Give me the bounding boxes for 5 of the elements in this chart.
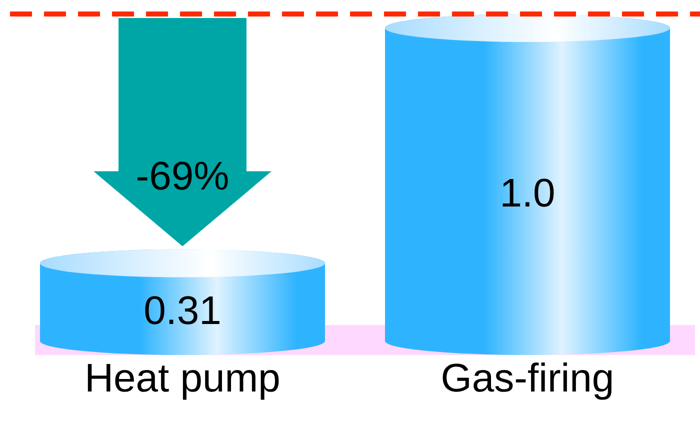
x-tick-label: Gas-firing — [440, 356, 614, 400]
data-label: 1.0 — [500, 172, 556, 216]
annotation: -69% — [136, 154, 230, 198]
x-tick-label: Heat pump — [84, 356, 280, 400]
data-label: 0.31 — [144, 289, 222, 334]
